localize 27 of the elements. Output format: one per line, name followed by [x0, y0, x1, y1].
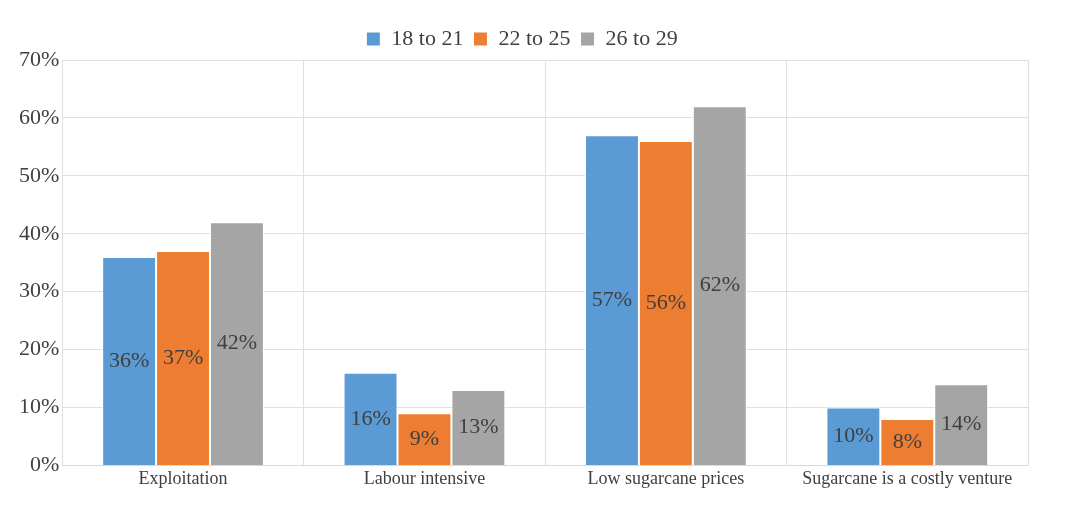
data-label: 10%: [833, 421, 874, 447]
y-tick-label: 30%: [19, 277, 60, 303]
data-label: 42%: [216, 329, 258, 355]
y-tick-label: 70%: [19, 45, 60, 71]
data-label: 8%: [892, 427, 922, 453]
data-label: 62%: [699, 271, 740, 297]
x-tick-label: Sugarcane is a costly venture: [802, 467, 1013, 488]
data-label: 36%: [108, 346, 150, 372]
data-label: 37%: [162, 343, 204, 369]
y-tick-label: 10%: [19, 393, 60, 419]
y-tick-label: 50%: [19, 161, 60, 187]
y-tick-label: 0%: [30, 451, 60, 477]
data-label: 16%: [350, 404, 391, 430]
x-tick-label: Low sugarcane prices: [587, 467, 745, 488]
data-label: 56%: [645, 288, 687, 314]
legend-label: 22 to 25: [498, 24, 571, 50]
y-tick-label: 60%: [19, 103, 60, 129]
data-label: 9%: [409, 424, 440, 450]
legend-label: 18 to 21: [391, 24, 464, 50]
data-label: 13%: [458, 413, 499, 439]
y-tick-label: 40%: [19, 219, 60, 245]
y-tick-label: 20%: [19, 335, 60, 361]
x-tick-label: Labour intensive: [363, 467, 486, 488]
data-label: 14%: [941, 410, 982, 436]
data-label: 57%: [591, 285, 633, 311]
x-tick-label: Exploitation: [138, 467, 228, 488]
legend-label: 26 to 29: [605, 24, 678, 50]
